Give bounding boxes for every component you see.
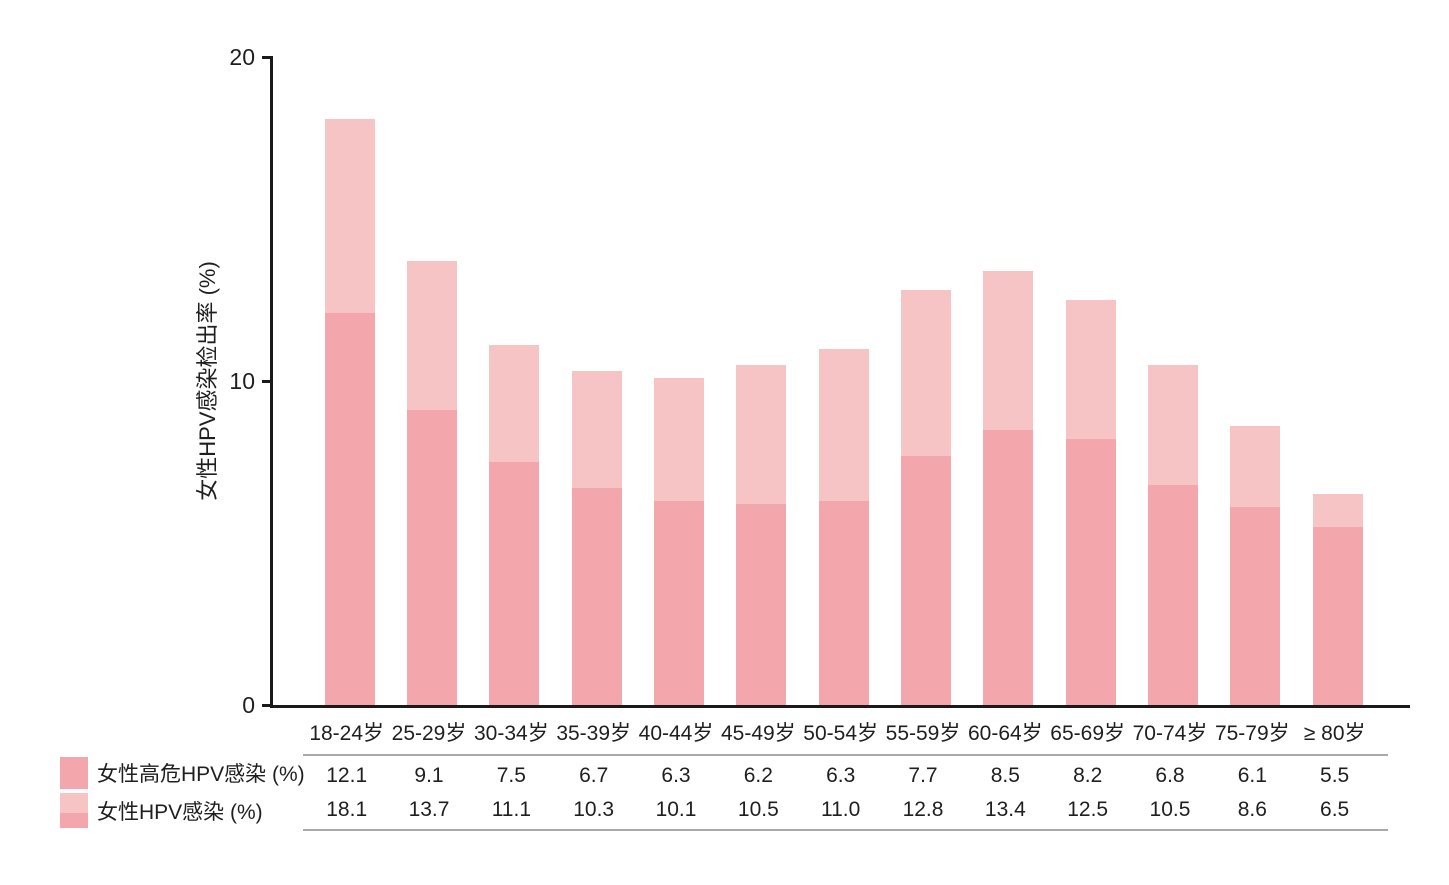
bar-highrisk — [407, 410, 458, 705]
bar-highrisk — [983, 429, 1034, 705]
bar-highrisk — [324, 312, 375, 705]
value-cell-total: 18.1 — [326, 798, 368, 821]
y-tick-mark — [262, 704, 273, 707]
category-label: 60-64岁 — [967, 722, 1043, 745]
value-cell-total: 10.1 — [655, 798, 697, 821]
bar-highrisk — [1065, 439, 1116, 705]
bar-highrisk — [1230, 507, 1281, 705]
legend-label-highrisk: 女性高危HPV感染 (%) — [97, 763, 305, 786]
value-cell-highrisk: 7.7 — [908, 764, 938, 787]
bar-highrisk — [1148, 484, 1198, 705]
value-cell-total: 6.5 — [1320, 798, 1350, 821]
value-cell-highrisk: 8.5 — [990, 764, 1020, 787]
category-label: 55-59岁 — [885, 722, 961, 745]
y-tick-label: 0 — [242, 692, 255, 718]
value-cell-highrisk: 9.1 — [414, 764, 444, 787]
value-cell-total: 10.5 — [1149, 798, 1191, 821]
value-cell-total: 10.5 — [737, 798, 779, 821]
category-label: 65-69岁 — [1050, 722, 1126, 745]
value-cell-total: 8.6 — [1237, 798, 1267, 821]
bar-highrisk — [818, 500, 869, 705]
bar-highrisk — [1312, 526, 1363, 705]
y-tick-mark — [262, 380, 273, 383]
value-cell-total: 11.1 — [491, 798, 532, 821]
legend-swatch-highrisk — [60, 757, 88, 789]
y-tick-mark — [262, 56, 273, 59]
value-cell-highrisk: 6.7 — [579, 764, 609, 787]
value-cell-total: 10.3 — [573, 798, 615, 821]
y-tick-label: 20 — [229, 44, 255, 70]
table-top-rule — [303, 754, 1388, 756]
value-cell-total: 11.0 — [821, 798, 861, 821]
bar-highrisk — [901, 455, 951, 705]
value-cell-total: 12.5 — [1067, 798, 1109, 821]
legend-item-highrisk: 女性高危HPV感染 (%) — [60, 757, 305, 789]
value-cell-total: 13.7 — [408, 798, 450, 821]
value-cell-highrisk: 7.5 — [496, 764, 526, 787]
value-cell-highrisk: 8.2 — [1073, 764, 1103, 787]
category-label: 30-34岁 — [473, 722, 549, 745]
legend-label-total: 女性HPV感染 (%) — [97, 800, 263, 824]
y-tick-label: 10 — [229, 368, 255, 394]
category-label: 50-54岁 — [803, 722, 879, 745]
category-label: 45-49岁 — [720, 722, 796, 745]
category-label: 40-44岁 — [638, 722, 714, 745]
bar-highrisk — [489, 462, 540, 705]
category-label: ≥ 80岁 — [1303, 722, 1366, 745]
value-cell-highrisk: 6.8 — [1155, 764, 1185, 787]
legend-item-total: 女性HPV感染 (%) — [60, 793, 305, 828]
value-cell-highrisk: 6.1 — [1237, 764, 1267, 787]
value-cell-highrisk: 5.5 — [1320, 764, 1350, 787]
category-label: 25-29岁 — [391, 722, 467, 745]
value-cell-highrisk: 6.3 — [826, 764, 856, 787]
value-cell-total: 13.4 — [984, 798, 1026, 821]
value-cell-highrisk: 12.1 — [326, 764, 368, 787]
category-label: 70-74岁 — [1132, 722, 1208, 745]
bar-highrisk — [736, 504, 787, 705]
bar-highrisk — [654, 500, 705, 705]
bar-highrisk — [571, 487, 622, 705]
value-cell-total: 12.8 — [902, 798, 944, 821]
table-bottom-rule — [303, 829, 1388, 831]
category-label: 35-39岁 — [556, 722, 632, 745]
category-label: 75-79岁 — [1214, 722, 1290, 745]
category-label: 18-24岁 — [309, 722, 385, 745]
plot-area: 0 10 20 — [229, 44, 1410, 718]
value-cell-highrisk: 6.2 — [743, 764, 773, 787]
legend-swatch-total — [60, 793, 88, 828]
legend: 女性高危HPV感染 (%) 女性HPV感染 (%) — [60, 757, 305, 828]
value-cell-highrisk: 6.3 — [661, 764, 691, 787]
